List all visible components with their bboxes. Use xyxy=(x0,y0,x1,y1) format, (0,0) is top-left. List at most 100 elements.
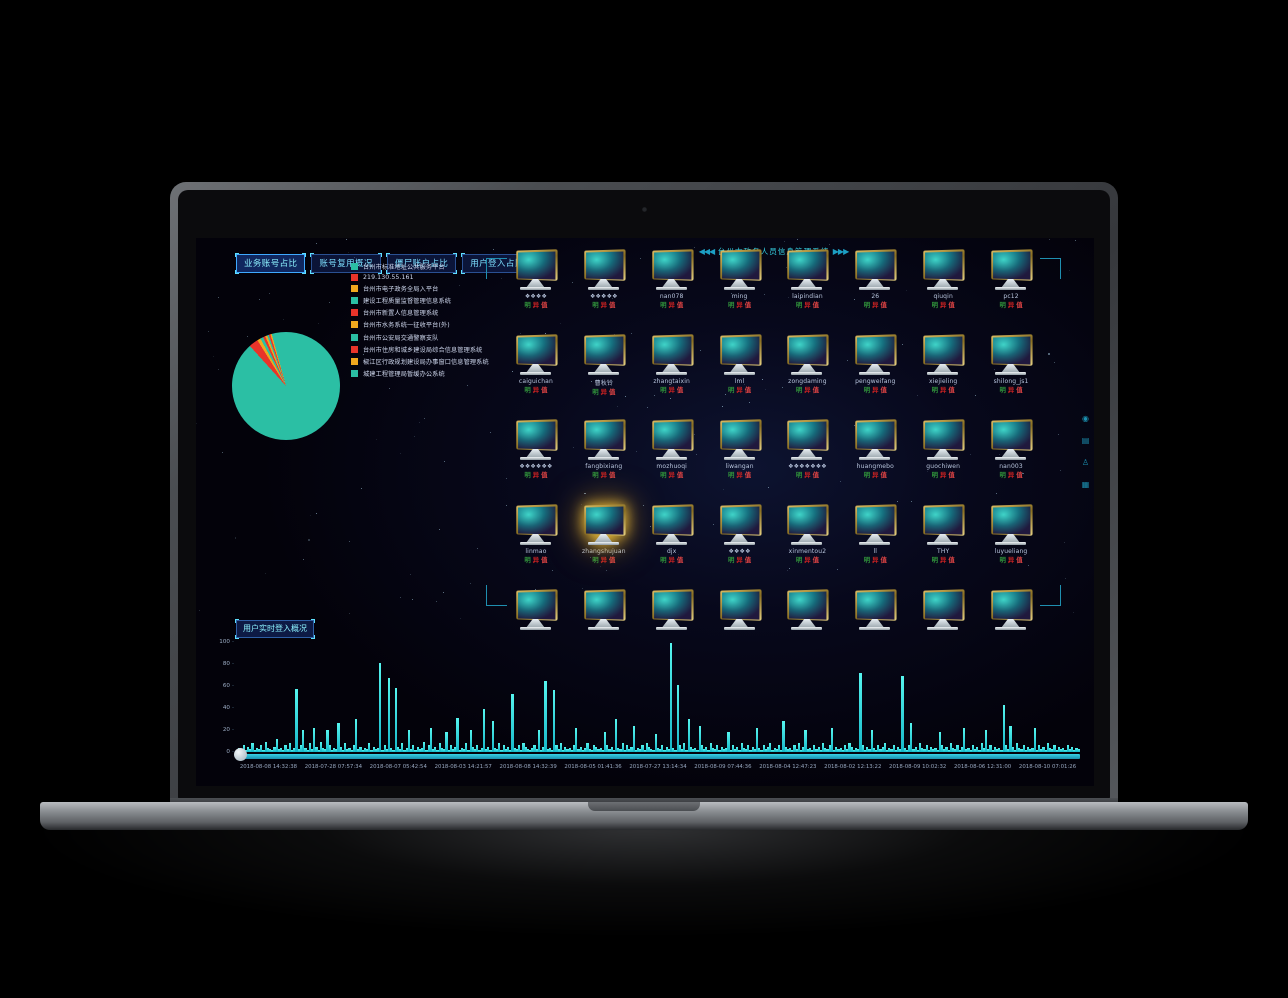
list-icon[interactable]: ▦ xyxy=(1081,480,1090,489)
chart-bar xyxy=(678,745,682,752)
chart-bar xyxy=(634,749,637,752)
chart-bar xyxy=(861,745,864,752)
legend-item[interactable]: 台州市电子政务全局入平台 xyxy=(351,284,489,293)
monitor-status: 明异值 xyxy=(796,557,819,564)
corner-mark-tl xyxy=(310,253,315,257)
monitor-item[interactable]: ❖❖❖❖ 明异值 xyxy=(706,503,774,584)
monitor-item[interactable] xyxy=(841,588,909,669)
monitor-item[interactable]: fangbixiang 明异值 xyxy=(570,418,638,499)
prev-arrow-icon[interactable]: ◀◀◀ xyxy=(698,247,716,256)
monitor-username: mozhuoqi xyxy=(656,463,687,470)
monitor-item[interactable]: caiguichan 明异值 xyxy=(502,333,570,414)
tab-0[interactable]: 业务账号占比 xyxy=(235,253,307,274)
laptop-base xyxy=(40,802,1248,830)
monitor-item[interactable]: ll 明异值 xyxy=(841,503,909,584)
status-flag-2: 值 xyxy=(1016,471,1023,479)
status-flag-0: 明 xyxy=(795,301,803,309)
chart-scrollbar[interactable] xyxy=(236,754,1080,759)
monitor-item[interactable] xyxy=(638,588,706,669)
legend-item[interactable]: 椒江区行政规划建设局办事窗口信息管理系统 xyxy=(351,357,489,366)
tab-2[interactable]: 僵尸账户占比 xyxy=(385,253,458,274)
legend-item[interactable]: 台州市水务系统一征收平台(外) xyxy=(351,320,489,329)
corner-mark-bl xyxy=(385,270,390,274)
monitor-status: 明异值 xyxy=(932,387,955,394)
user-icon[interactable]: ♙ xyxy=(1081,458,1090,467)
monitor-item[interactable]: xinmentou2 明异值 xyxy=(774,503,842,584)
monitor-item[interactable]: qiuqin 明异值 xyxy=(909,248,977,329)
legend-item[interactable]: 台州市新置人信息管理系统 xyxy=(351,308,489,317)
monitor-status: 明异值 xyxy=(999,471,1023,479)
chart-bar xyxy=(544,680,547,752)
monitor-item[interactable]: liwangan 明异值 xyxy=(706,418,774,499)
monitor-item[interactable] xyxy=(502,588,570,669)
monitor-item[interactable]: huangmebo 明异值 xyxy=(841,418,909,499)
monitor-item[interactable]: pc12 明异值 xyxy=(977,248,1045,329)
status-flag-1: 异 xyxy=(600,471,607,479)
doc-icon[interactable]: ▤ xyxy=(1081,436,1090,445)
monitor-item[interactable]: lml 明异值 xyxy=(706,333,774,414)
monitor-item[interactable]: THY 明异值 xyxy=(909,503,977,584)
chart-bar xyxy=(788,747,792,752)
monitor-item[interactable]: 26 明异值 xyxy=(841,248,909,329)
monitor-item[interactable]: nan078 明异值 xyxy=(638,248,706,329)
monitor-item[interactable]: zongdaming 明异值 xyxy=(774,333,842,414)
monitor-item[interactable]: ❖❖❖❖❖ 明异值 xyxy=(570,248,638,329)
monitor-item[interactable]: laipindian 明异值 xyxy=(774,248,842,329)
status-flag-0: 明 xyxy=(999,471,1006,479)
monitor-item[interactable]: nan003 明异值 xyxy=(977,418,1045,499)
chart-bar xyxy=(273,746,276,752)
monitor-item[interactable] xyxy=(706,588,774,669)
chart-scrollbar-handle[interactable] xyxy=(234,748,247,761)
monitor-item[interactable] xyxy=(774,588,842,669)
chart-bar xyxy=(610,746,613,752)
chart-bar xyxy=(705,746,708,752)
monitor-item[interactable]: linmao 明异值 xyxy=(502,503,570,584)
chart-bar xyxy=(277,748,281,752)
legend-item[interactable]: 219.130.55.161 xyxy=(351,274,489,282)
legend-item[interactable]: 建设工程质量监督管理信息系统 xyxy=(351,296,489,305)
chart-bars xyxy=(236,642,1080,752)
status-flag-1: 异 xyxy=(600,388,607,396)
legend-item[interactable]: 台州市公安局交通警察支队 xyxy=(351,333,489,342)
monitor-item[interactable] xyxy=(909,588,977,669)
legend-item[interactable]: 城建工程管理局暂缓办公系统 xyxy=(351,369,489,378)
monitor-item[interactable]: ❖❖❖❖❖❖❖ 明异值 xyxy=(774,418,842,499)
eye-icon[interactable]: ◉ xyxy=(1082,414,1089,423)
status-flag-0: 明 xyxy=(999,556,1006,564)
monitor-foot xyxy=(791,542,823,545)
monitor-stand xyxy=(933,279,953,288)
chart-section-label[interactable]: 用户实时登入概况 xyxy=(235,619,315,639)
status-flag-2: 值 xyxy=(744,471,752,479)
chart-bar xyxy=(603,732,607,752)
monitor-item[interactable]: mozhuoqi 明异值 xyxy=(638,418,706,499)
chart-bar xyxy=(348,747,351,752)
chart-bar xyxy=(443,748,446,752)
monitor-item[interactable]: djx 明异值 xyxy=(638,503,706,584)
monitor-item[interactable]: shilong_js1 明异值 xyxy=(977,333,1045,414)
monitor-item[interactable]: zhangtaixin 明异值 xyxy=(638,333,706,414)
monitor-icon xyxy=(581,504,627,545)
chart-bar xyxy=(736,746,739,752)
monitor-item[interactable]: ❖❖❖❖❖❖ 明异值 xyxy=(502,418,570,499)
status-flag-2: 值 xyxy=(541,301,548,309)
monitor-item[interactable]: guochiwen 明异值 xyxy=(909,418,977,499)
monitor-item[interactable]: ❖❖❖❖ 明异值 xyxy=(502,248,570,329)
legend-label: 城建工程管理局暂缓办公系统 xyxy=(363,370,445,378)
chart-bar xyxy=(672,747,675,752)
monitor-item[interactable]: 曹秋铃明异值 xyxy=(570,333,638,414)
chart-bar xyxy=(529,749,532,752)
monitor-item[interactable] xyxy=(977,588,1045,669)
monitor-item[interactable] xyxy=(570,588,638,669)
legend-item[interactable]: 台州市住房和城乡建设局综合信息管理系统 xyxy=(351,345,489,354)
monitor-item[interactable]: zhangshujuan 明异值 xyxy=(570,503,638,584)
monitor-item[interactable]: xiejieling 明异值 xyxy=(909,333,977,414)
monitor-item[interactable]: pengweifang 明异值 xyxy=(841,333,909,414)
monitor-item[interactable]: ming 明异值 xyxy=(706,248,774,329)
legend-item[interactable]: 台州市标准地址公共服务平台 xyxy=(351,262,489,271)
tab-1[interactable]: 账号复用概况 xyxy=(310,253,382,274)
status-flag-0: 明 xyxy=(592,471,599,479)
next-arrow-icon[interactable]: ▶▶▶ xyxy=(832,247,850,256)
chart-bar xyxy=(304,747,307,752)
monitor-item[interactable]: luyueliang 明异值 xyxy=(977,503,1045,584)
chart-bar xyxy=(987,748,990,752)
